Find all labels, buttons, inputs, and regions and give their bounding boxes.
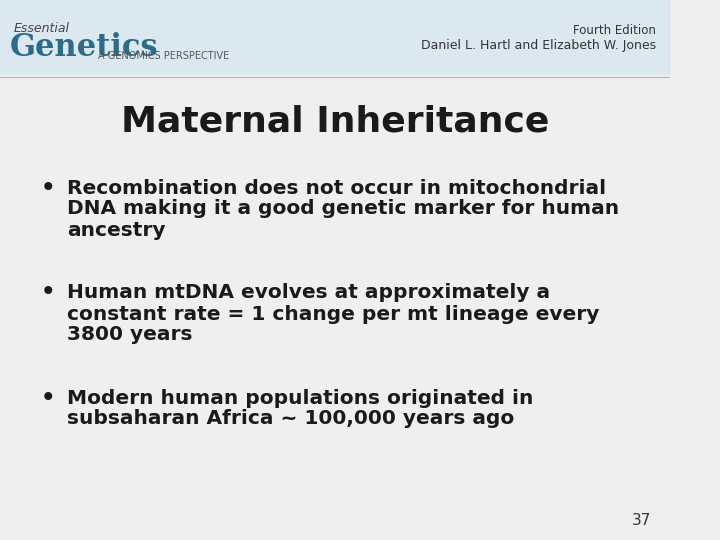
FancyBboxPatch shape <box>0 0 670 75</box>
Text: Recombination does not occur in mitochondrial: Recombination does not occur in mitochon… <box>67 179 606 198</box>
Text: 3800 years: 3800 years <box>67 326 192 345</box>
Text: Fourth Edition: Fourth Edition <box>573 24 656 37</box>
Text: •: • <box>41 281 55 305</box>
Text: Human mtDNA evolves at approximately a: Human mtDNA evolves at approximately a <box>67 284 550 302</box>
Text: Maternal Inheritance: Maternal Inheritance <box>121 105 549 139</box>
Text: Genetics: Genetics <box>9 32 158 64</box>
Text: constant rate = 1 change per mt lineage every: constant rate = 1 change per mt lineage … <box>67 305 599 323</box>
Text: •: • <box>41 387 55 409</box>
Text: DNA making it a good genetic marker for human: DNA making it a good genetic marker for … <box>67 199 619 219</box>
Text: Daniel L. Hartl and Elizabeth W. Jones: Daniel L. Hartl and Elizabeth W. Jones <box>421 38 656 51</box>
Text: Modern human populations originated in: Modern human populations originated in <box>67 388 534 408</box>
Text: subsaharan Africa ~ 100,000 years ago: subsaharan Africa ~ 100,000 years ago <box>67 409 514 429</box>
Text: A GENOMICS PERSPECTIVE: A GENOMICS PERSPECTIVE <box>98 51 229 61</box>
Text: •: • <box>41 177 55 199</box>
Text: 37: 37 <box>632 513 652 528</box>
Text: ancestry: ancestry <box>67 220 166 240</box>
Text: Essential: Essential <box>14 22 70 35</box>
